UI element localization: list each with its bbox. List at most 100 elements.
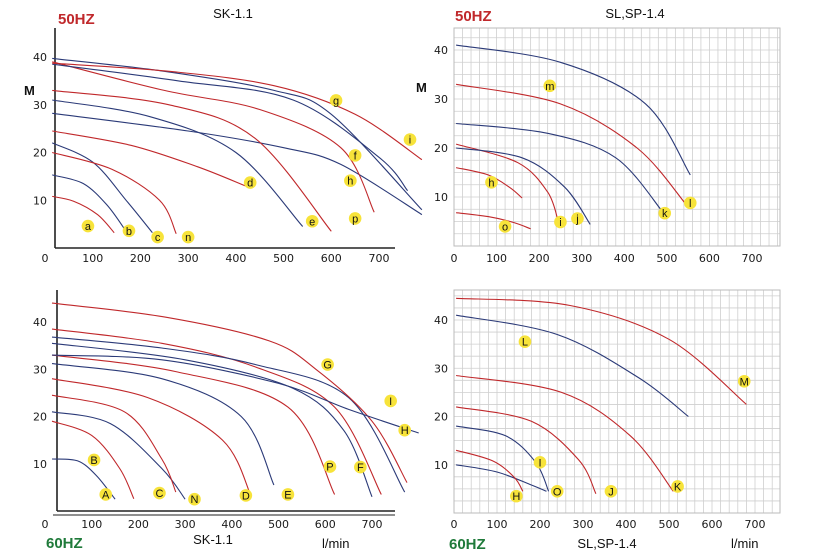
curve-4 xyxy=(455,406,597,494)
curve-marker-E: E xyxy=(281,488,295,501)
x-tick-label: 600 xyxy=(699,252,720,265)
x-tick-label: 0 xyxy=(42,518,49,531)
tick-labels: 0 100 200 300 400 500 600 700 10 20 30 40 xyxy=(33,316,383,531)
marker-label: k xyxy=(662,208,668,220)
marker-label: I xyxy=(538,457,541,469)
marker-dot xyxy=(344,174,357,187)
x-tick-label: 0 xyxy=(451,252,458,265)
marker-label: b xyxy=(126,226,132,238)
x-tick-label: 700 xyxy=(745,518,766,531)
y-tick-label: 40 xyxy=(434,314,448,327)
marker-label: m xyxy=(545,81,554,93)
curve-2 xyxy=(52,174,127,232)
marker-label: c xyxy=(155,232,161,244)
marker-dot xyxy=(384,394,397,408)
marker-label: D xyxy=(242,490,250,502)
marker-dot xyxy=(181,230,195,244)
plot-frame xyxy=(453,289,781,514)
marker-label: l xyxy=(689,198,691,210)
curve-marker-i: i xyxy=(554,215,567,229)
marker-label: O xyxy=(553,486,562,498)
marker-dot xyxy=(671,480,684,493)
marker-dot xyxy=(533,456,547,469)
x-tick-label: 100 xyxy=(487,518,508,531)
curve-markers: a b c n d e p h f g i xyxy=(81,94,417,244)
y-tick-label: 20 xyxy=(434,142,448,155)
x-tick-label: 600 xyxy=(702,518,723,531)
curve-9 xyxy=(51,328,382,495)
curve-marker-N: N xyxy=(188,492,201,506)
curve-marker-a: a xyxy=(81,219,95,233)
x-tick-label: 0 xyxy=(451,518,458,531)
x-tick-label: 300 xyxy=(175,518,196,531)
marker-dot xyxy=(348,212,362,225)
curve-marker-D: D xyxy=(239,489,253,502)
curve-marker-P: P xyxy=(323,460,337,474)
curve-marker-H: H xyxy=(398,423,412,437)
curve-7 xyxy=(52,112,423,216)
curve-6 xyxy=(52,99,304,227)
curve-5 xyxy=(456,374,674,492)
marker-dot xyxy=(305,214,319,228)
marker-dot xyxy=(329,94,343,107)
chart-panel-1: 0 100 200 300 400 500 600 700 10 20 30 40 a b c n d e p h f g… xyxy=(24,6,423,265)
curve-marker-A: A xyxy=(99,488,113,501)
y-tick-label: 30 xyxy=(33,363,47,376)
marker-label: B xyxy=(90,455,97,467)
curve-6 xyxy=(51,363,275,486)
y-tick-label: 10 xyxy=(33,194,47,207)
y-axis-label: M xyxy=(416,80,427,95)
marker-dot xyxy=(550,484,564,498)
marker-dot xyxy=(604,484,618,498)
curve-marker-H: H xyxy=(510,489,523,503)
marker-dot xyxy=(348,149,362,162)
curve-marker-k: k xyxy=(658,206,672,220)
curve-5 xyxy=(456,122,664,213)
x-tick-label: 200 xyxy=(128,518,149,531)
marker-dot xyxy=(81,219,95,233)
curve-5 xyxy=(51,378,251,495)
x-axis-label: l/min xyxy=(322,536,349,551)
marker-label: J xyxy=(608,486,614,498)
curves xyxy=(51,57,423,234)
chart-title: SK-1.1 xyxy=(193,532,233,547)
x-tick-label: 0 xyxy=(42,252,49,265)
curve-markers: m h o i j k l xyxy=(485,79,697,233)
curve-11 xyxy=(52,57,423,211)
tick-labels: 0 100 200 300 400 500 600 700 10 20 30 40 xyxy=(434,314,766,531)
x-tick-label: 500 xyxy=(268,518,289,531)
curve-markers: A B C N D E P F G I H xyxy=(87,358,412,506)
curve-markers: L M I H O J K xyxy=(510,335,751,503)
curve-7 xyxy=(456,44,691,176)
y-tick-label: 30 xyxy=(33,99,47,112)
curve-marker-G: G xyxy=(321,358,334,372)
chart-title: SL,SP-1.4 xyxy=(577,536,636,551)
curve-marker-g: g xyxy=(329,94,343,107)
curve-marker-o: o xyxy=(498,220,512,233)
x-tick-label: 100 xyxy=(486,252,507,265)
chart-title: SK-1.1 xyxy=(213,6,253,21)
marker-label: A xyxy=(102,489,110,501)
x-tick-label: 300 xyxy=(178,252,199,265)
curve-3 xyxy=(455,143,559,222)
y-tick-label: 10 xyxy=(434,459,448,472)
curve-7 xyxy=(456,297,747,405)
curve-marker-O: O xyxy=(550,484,564,498)
curve-marker-J: J xyxy=(604,484,618,498)
curve-8 xyxy=(51,342,373,498)
x-tick-label: 300 xyxy=(573,518,594,531)
x-tick-label: 700 xyxy=(362,518,383,531)
y-tick-label: 40 xyxy=(33,316,47,329)
curve-3 xyxy=(51,142,153,234)
y-tick-label: 20 xyxy=(33,411,47,424)
curve-4 xyxy=(52,151,177,234)
y-tick-label: 30 xyxy=(434,362,448,375)
marker-label: K xyxy=(674,481,682,493)
x-axis-label: l/min xyxy=(731,536,758,551)
curve-1 xyxy=(456,212,531,230)
marker-label: n xyxy=(185,232,191,244)
curve-6 xyxy=(455,314,689,417)
x-tick-label: 500 xyxy=(659,518,680,531)
y-tick-label: 40 xyxy=(434,44,448,57)
marker-label: M xyxy=(740,376,749,388)
